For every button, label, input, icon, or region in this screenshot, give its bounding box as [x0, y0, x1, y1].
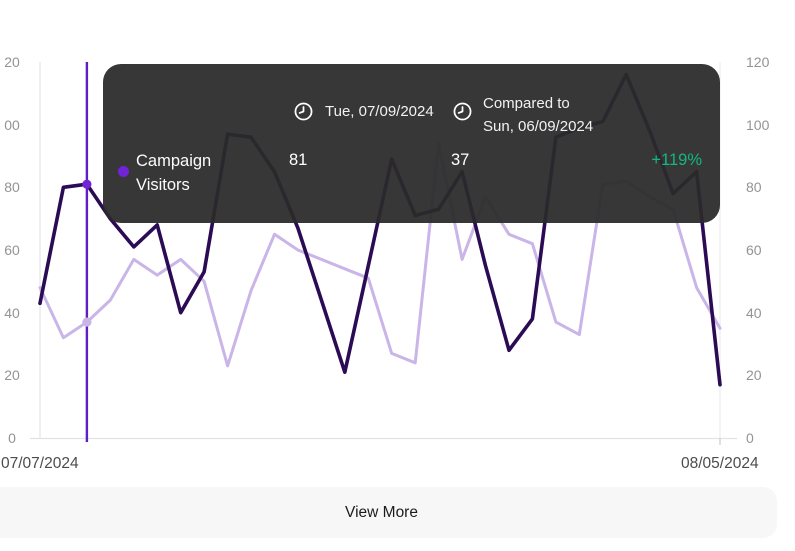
view-more-button[interactable]: View More: [0, 487, 777, 538]
y-tick-label: 00: [4, 116, 20, 133]
tooltip: Tue, 07/09/2024 Compared to Sun, 06/09/2…: [103, 64, 720, 223]
x-label-end: 08/05/2024: [681, 455, 759, 472]
clock-icon: [294, 102, 313, 121]
y-tick-label: 80: [4, 179, 20, 196]
tooltip-compared-label: Compared to: [483, 95, 570, 112]
x-label-start: 07/07/2024: [1, 455, 79, 472]
y-tick-label: 80: [746, 179, 762, 196]
y-tick-label: 60: [4, 242, 20, 258]
y-tick-label: 120: [746, 54, 770, 70]
hover-dot-compared: [82, 317, 92, 327]
tooltip-date: Tue, 07/09/2024: [325, 103, 434, 120]
y-tick-label: 40: [4, 304, 20, 321]
tooltip-change-percent: +119%: [651, 151, 702, 169]
y-tick-label: 20: [746, 367, 762, 384]
tooltip-compared-block: Compared to Sun, 06/09/2024: [483, 92, 593, 138]
y-tick-label: 60: [746, 242, 762, 258]
y-tick-label: 100: [746, 116, 770, 133]
tooltip-current-value: 81: [289, 151, 308, 169]
y-tick-label: 20: [4, 367, 20, 384]
clock-icon: [453, 102, 472, 121]
series-bullet-dot: [118, 166, 129, 177]
y-tick-label: 0: [8, 430, 16, 446]
y-tick-label: 20: [4, 54, 20, 70]
y-tick-label: 40: [746, 304, 762, 321]
tooltip-compared-date: Sun, 06/09/2024: [483, 118, 594, 135]
tooltip-compared-value: 37: [451, 151, 470, 169]
y-tick-label: 0: [746, 430, 754, 446]
hover-dot-current: [82, 179, 92, 189]
tooltip-series-label: Campaign Visitors: [136, 152, 212, 194]
